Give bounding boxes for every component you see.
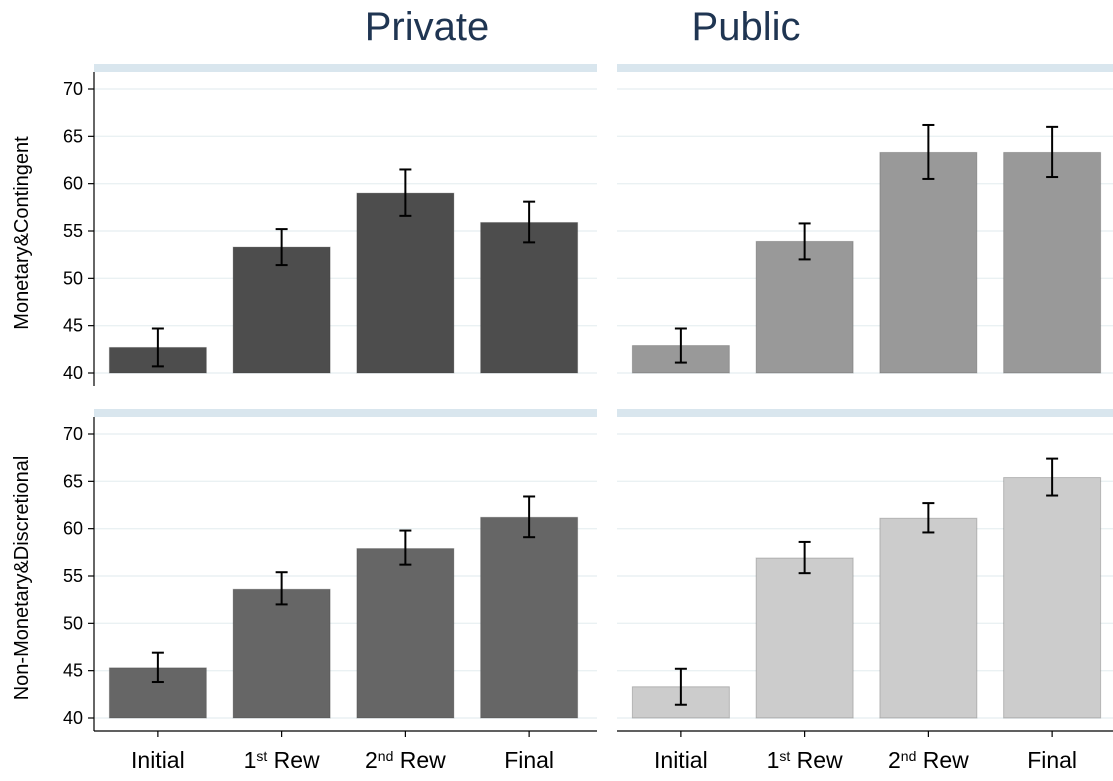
- bar-monetary-contingent-private-3: [356, 192, 455, 374]
- bar-non-monetary-discretional-private-2: [232, 588, 331, 719]
- y-tick-label-non-monetary-discretional-45: 45: [63, 661, 83, 681]
- y-tick-label-monetary-contingent-45: 45: [63, 316, 83, 336]
- x-tick-label-public-4: Final: [1027, 747, 1077, 773]
- bar-non-monetary-discretional-public-2: [755, 557, 854, 719]
- bar-monetary-contingent-public-2: [755, 240, 854, 374]
- bar-monetary-contingent-private-2: [232, 246, 331, 374]
- y-tick-label-non-monetary-discretional-65: 65: [63, 471, 83, 491]
- facet-strip-non-monetary-discretional-public: [617, 409, 1113, 417]
- x-tick-label-public-3: 2nd Rew: [888, 747, 969, 773]
- y-tick-label-monetary-contingent-65: 65: [63, 126, 83, 146]
- facet-strip-monetary-contingent-public: [617, 64, 1113, 72]
- column-title-public: Public: [692, 5, 801, 49]
- row-label-non-monetary-discretional: Non-Monetary&Discretional: [11, 456, 33, 701]
- bar-monetary-contingent-public-4: [1003, 151, 1102, 374]
- y-tick-label-non-monetary-discretional-50: 50: [63, 613, 83, 633]
- y-tick-label-non-monetary-discretional-70: 70: [63, 424, 83, 444]
- bar-non-monetary-discretional-private-3: [356, 548, 455, 719]
- y-tick-label-non-monetary-discretional-55: 55: [63, 566, 83, 586]
- y-tick-label-monetary-contingent-40: 40: [63, 363, 83, 383]
- row-label-monetary-contingent: Monetary&Contingent: [11, 136, 33, 330]
- y-tick-label-monetary-contingent-55: 55: [63, 221, 83, 241]
- x-tick-label-public-2: 1st Rew: [767, 747, 843, 773]
- bar-monetary-contingent-public-3: [879, 151, 978, 374]
- y-tick-label-monetary-contingent-70: 70: [63, 79, 83, 99]
- bar-non-monetary-discretional-public-3: [879, 517, 978, 719]
- facet-strip-non-monetary-discretional-private: [94, 409, 597, 417]
- y-tick-label-non-monetary-discretional-40: 40: [63, 708, 83, 728]
- y-tick-label-monetary-contingent-50: 50: [63, 268, 83, 288]
- x-tick-label-private-4: Final: [504, 747, 554, 773]
- x-tick-label-public-1: Initial: [654, 747, 708, 773]
- column-title-private: Private: [365, 5, 490, 49]
- x-tick-label-private-3: 2nd Rew: [365, 747, 446, 773]
- facet-strip-monetary-contingent-private: [94, 64, 597, 72]
- bar-monetary-contingent-private-4: [480, 221, 579, 374]
- y-tick-label-non-monetary-discretional-60: 60: [63, 519, 83, 539]
- x-tick-label-private-2: 1st Rew: [244, 747, 320, 773]
- x-tick-label-private-1: Initial: [131, 747, 185, 773]
- y-tick-label-monetary-contingent-60: 60: [63, 174, 83, 194]
- bar-non-monetary-discretional-private-4: [480, 516, 579, 719]
- bar-non-monetary-discretional-public-4: [1003, 477, 1102, 719]
